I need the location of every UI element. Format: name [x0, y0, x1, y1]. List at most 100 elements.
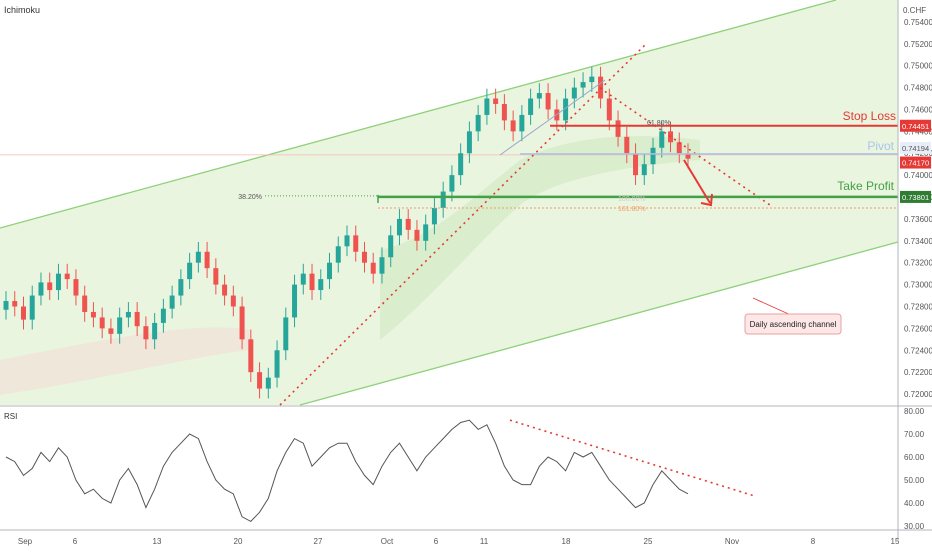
price-tick-label: 0.74800 [904, 84, 932, 93]
candle-body [239, 306, 245, 340]
rsi-line [5, 419, 689, 523]
candle-body [344, 235, 350, 247]
candle-body [423, 224, 429, 241]
target-arrow-head [700, 193, 713, 207]
indicator-label: Ichimoku [4, 5, 40, 15]
candle-body [38, 282, 44, 296]
fib-line [499, 79, 606, 156]
candle-body [134, 311, 140, 327]
candle-body [615, 120, 621, 137]
ichimoku-cloud-bearish [0, 327, 250, 395]
price-tick-label: 0.72800 [904, 302, 932, 311]
price-tick-label: 0.73200 [904, 259, 932, 268]
fib-61-label: 61.80% [647, 120, 671, 127]
candle-body [353, 235, 359, 252]
candle-body [685, 153, 691, 159]
price-tick-label: 0.74600 [904, 105, 932, 114]
fib-100-label: 100.00% [618, 196, 646, 203]
candle-body [195, 251, 201, 263]
candle-body [292, 284, 298, 318]
price-tick-label: 0.73600 [904, 215, 932, 224]
fib-38-label: 38.20% [238, 194, 262, 201]
price-tag [900, 141, 931, 154]
rsi-tick-label: 60.00 [904, 453, 925, 462]
candle-body [501, 103, 507, 121]
time-tick-label: 25 [644, 537, 653, 546]
candle-body [178, 279, 184, 296]
candle-body [624, 136, 630, 154]
rsi-tick-label: 50.00 [904, 476, 925, 485]
candle-body [466, 131, 472, 154]
candle-body [536, 93, 542, 99]
candle-body [283, 317, 289, 351]
time-tick-label: 8 [811, 537, 816, 546]
annotation-box [744, 313, 842, 335]
candle-body [335, 246, 341, 263]
falling-trendline [599, 87, 771, 206]
price-tick-label: 0.73400 [904, 237, 932, 246]
candle-body [187, 262, 193, 280]
candle-body [143, 326, 149, 340]
candle-body [370, 262, 376, 274]
candle-body [230, 295, 236, 307]
ichimoku-cloud [380, 136, 700, 340]
candle-body [431, 207, 437, 225]
price-tag-label: 0.74194 [902, 144, 929, 153]
candle-body [659, 131, 665, 148]
candle-body [117, 317, 123, 334]
price-axis-bg [898, 0, 932, 550]
candle-body [300, 273, 306, 285]
target-arrow-line [683, 159, 711, 204]
price-tag-label: 0.73801 [902, 193, 929, 202]
price-tick-label: 0.74000 [904, 171, 932, 180]
rsi-trendline [509, 419, 756, 497]
candle-body [440, 191, 446, 208]
annotation-pointer [752, 297, 794, 317]
candle-body [571, 87, 577, 99]
candle-body [29, 295, 35, 320]
candle-body [510, 120, 516, 132]
price-tag-label: 0.74170 [902, 159, 929, 168]
candle-body [257, 372, 263, 389]
price-tag-label: 0.74451 [902, 122, 929, 131]
candle-body [676, 142, 682, 154]
candle-body [475, 114, 481, 132]
price-tick-label: 0.75000 [904, 62, 932, 71]
price-tick-label: 0.75200 [904, 40, 932, 49]
time-tick-label: 15 [891, 537, 900, 546]
rsi-tick-label: 80.00 [904, 407, 925, 416]
candle-body [545, 93, 551, 110]
rising-trendline [279, 44, 646, 406]
candle-body [405, 218, 411, 230]
candle-body [528, 98, 534, 115]
candle-body [563, 98, 569, 121]
stop-loss-label: Stop Loss [843, 109, 896, 123]
candle-body [125, 311, 131, 318]
candle-body [274, 350, 280, 378]
channel-upper-line [0, 0, 837, 229]
candle-body [458, 153, 464, 176]
time-tick-label: 6 [73, 537, 78, 546]
time-tick-label: Nov [725, 537, 739, 546]
candle-body [361, 251, 367, 263]
candle-body [396, 218, 402, 236]
candle-body [327, 262, 333, 280]
candle-body [82, 295, 88, 312]
candle-body [265, 377, 271, 389]
time-tick-label: 6 [434, 537, 439, 546]
candle-body [222, 284, 228, 296]
price-tag [900, 190, 931, 203]
candle-body [309, 273, 315, 291]
time-tick-label: Oct [381, 537, 394, 546]
candle-body [641, 164, 647, 176]
time-tick-label: Sep [18, 537, 33, 546]
candle-body [606, 98, 612, 121]
candle-body [493, 98, 499, 104]
price-tick-label: 0.72400 [904, 346, 932, 355]
price-tick-label: 0.74400 [904, 127, 932, 136]
price-tick-label: 0.75400 [904, 18, 932, 27]
candle-body [20, 306, 26, 320]
candle-body [318, 279, 324, 291]
candle-body [633, 153, 639, 176]
